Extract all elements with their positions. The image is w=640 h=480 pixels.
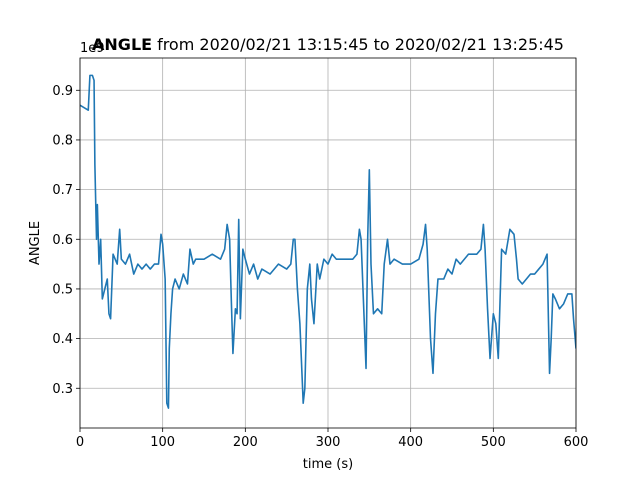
y-tick-label: 0.5 (52, 282, 73, 297)
x-tick-label: 200 (233, 435, 258, 450)
title-name: ANGLE (92, 35, 152, 54)
y-tick-label: 0.6 (52, 233, 73, 248)
x-tick-label: 100 (150, 435, 175, 450)
offset-label: 1e9 (80, 41, 105, 56)
plot-frame (79, 57, 577, 429)
x-tick-label: 0 (76, 435, 84, 450)
x-tick-label: 500 (481, 435, 506, 450)
y-axis-label: ANGLE (28, 221, 43, 265)
x-axis-label: time (s) (303, 457, 353, 472)
title-rest: from 2020/02/21 13:15:45 to 2020/02/21 1… (157, 35, 564, 54)
y-tick-label: 0.8 (52, 133, 73, 148)
y-tick-label: 0.7 (52, 183, 73, 198)
chart-title: ANGLE from 2020/02/21 13:15:45 to 2020/02… (92, 35, 564, 54)
x-tick-label: 400 (398, 435, 423, 450)
y-tick-label: 0.3 (52, 382, 73, 397)
x-tick-label: 600 (564, 435, 589, 450)
data-line (80, 74, 576, 409)
y-tick-label: 0.9 (52, 84, 73, 99)
x-tick-label: 300 (316, 435, 341, 450)
y-tick-label: 0.4 (52, 332, 73, 347)
